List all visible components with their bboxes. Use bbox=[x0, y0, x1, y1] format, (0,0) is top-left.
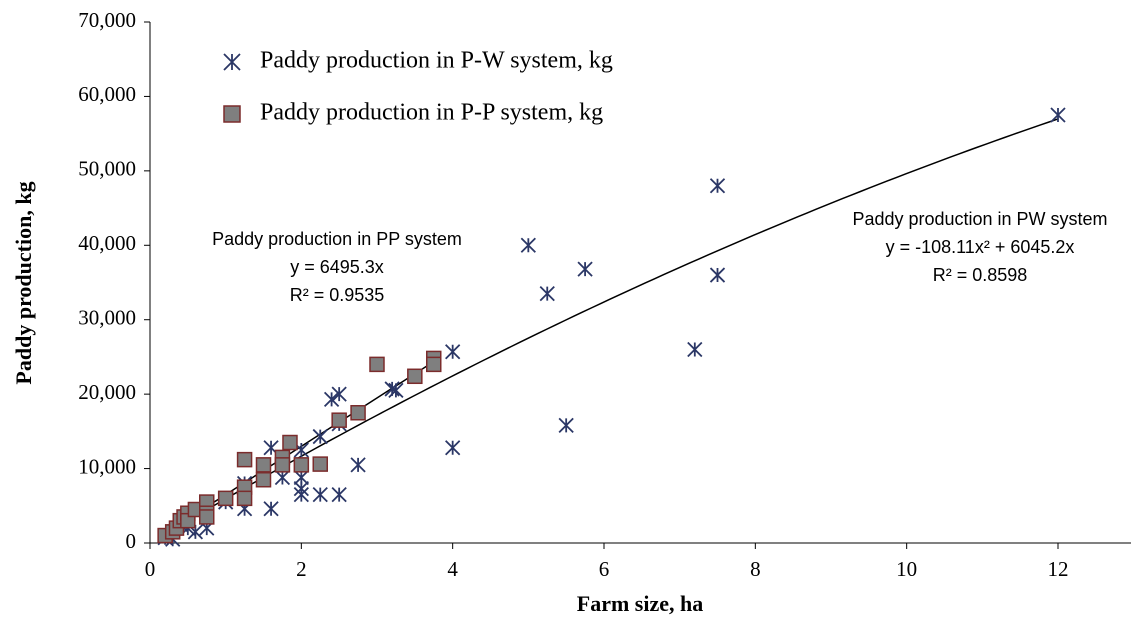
trendline-label: Paddy production in PW system bbox=[852, 209, 1107, 229]
marker-x bbox=[312, 428, 328, 445]
marker-x bbox=[388, 382, 404, 399]
marker-square bbox=[350, 405, 366, 421]
marker-square bbox=[236, 451, 253, 468]
marker-x bbox=[331, 386, 347, 402]
marker-x bbox=[323, 391, 340, 407]
trendline-r2: R² = 0.9535 bbox=[290, 285, 385, 305]
marker-x bbox=[709, 267, 726, 283]
marker-square bbox=[369, 356, 385, 373]
marker-x bbox=[331, 486, 347, 503]
marker-square bbox=[282, 434, 298, 451]
y-tick-label: 50,000 bbox=[78, 157, 136, 181]
marker-x bbox=[274, 469, 291, 486]
marker-square bbox=[217, 490, 234, 507]
x-tick-label: 12 bbox=[1048, 557, 1069, 581]
marker-x bbox=[558, 417, 574, 434]
marker-x bbox=[577, 261, 593, 277]
trendline-r2: R² = 0.8598 bbox=[933, 265, 1028, 285]
y-tick-label: 10,000 bbox=[78, 454, 136, 478]
marker-x bbox=[539, 286, 555, 302]
x-tick-label: 0 bbox=[145, 557, 156, 581]
x-tick-label: 6 bbox=[599, 557, 610, 581]
marker-square bbox=[255, 471, 272, 488]
x-tick-label: 2 bbox=[296, 557, 307, 581]
x-axis-title: Farm size, ha bbox=[577, 591, 703, 616]
marker-square bbox=[223, 105, 241, 123]
marker-x bbox=[687, 341, 703, 358]
x-tick-label: 10 bbox=[896, 557, 917, 581]
marker-x bbox=[263, 501, 279, 517]
marker-x bbox=[223, 53, 241, 71]
y-tick-label: 70,000 bbox=[78, 8, 136, 32]
x-tick-label: 4 bbox=[447, 557, 458, 581]
marker-x bbox=[312, 486, 328, 503]
marker-x bbox=[520, 237, 536, 253]
marker-x bbox=[709, 178, 726, 194]
legend-label: Paddy production in P-W system, kg bbox=[260, 48, 613, 74]
trendline-equation: y = 6495.3x bbox=[290, 257, 384, 277]
y-tick-label: 20,000 bbox=[78, 380, 136, 404]
marker-square bbox=[236, 490, 253, 507]
y-tick-label: 30,000 bbox=[78, 306, 136, 330]
marker-x bbox=[293, 469, 309, 486]
marker-x bbox=[350, 457, 366, 473]
trendline-equation: y = -108.11x² + 6045.2x bbox=[886, 237, 1075, 257]
marker-square bbox=[255, 457, 272, 473]
y-tick-label: 0 bbox=[126, 529, 137, 553]
trendline-label: Paddy production in PP system bbox=[212, 229, 462, 249]
marker-square bbox=[293, 457, 310, 473]
marker-square bbox=[407, 368, 423, 385]
marker-x bbox=[445, 440, 461, 456]
marker-square bbox=[331, 412, 347, 428]
marker-x bbox=[445, 344, 461, 360]
marker-square bbox=[312, 456, 328, 472]
marker-square bbox=[274, 457, 291, 473]
y-tick-label: 60,000 bbox=[78, 82, 136, 106]
marker-square bbox=[199, 509, 215, 525]
marker-square bbox=[426, 356, 442, 373]
marker-x bbox=[1050, 107, 1066, 123]
legend-label: Paddy production in P-P system, kg bbox=[260, 100, 603, 126]
y-axis-title: Paddy production, kg bbox=[11, 181, 36, 384]
trendline bbox=[160, 118, 1059, 537]
x-tick-label: 8 bbox=[750, 557, 761, 581]
y-tick-label: 40,000 bbox=[78, 231, 136, 255]
